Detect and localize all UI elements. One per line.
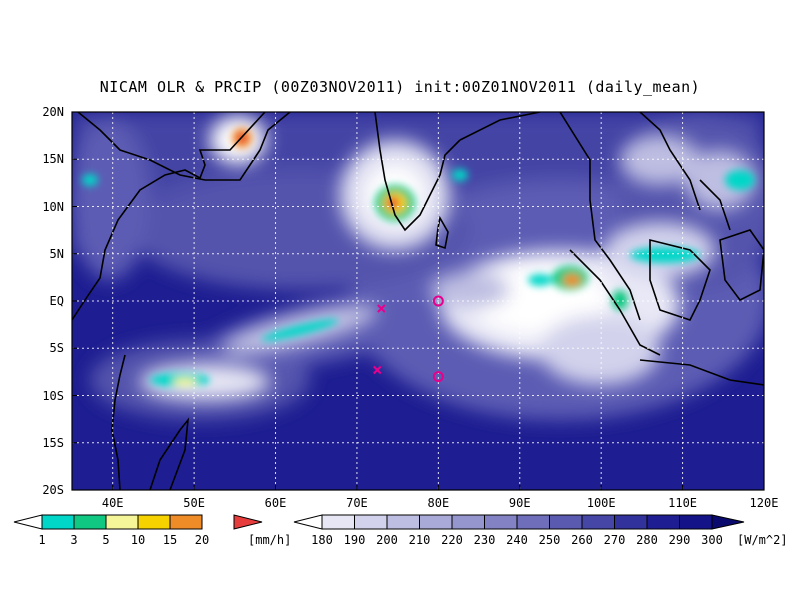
olr-colorbar-box [516, 514, 550, 530]
precip-colorbar-high-arrow [233, 514, 263, 530]
lon-label: 50E [183, 496, 205, 510]
precip-colorbar-label: 20 [194, 533, 210, 547]
olr-colorbar-label: 210 [408, 533, 431, 547]
lat-label: 20S [42, 483, 64, 497]
lon-label: 120E [749, 496, 779, 510]
circle-marker [432, 295, 444, 307]
olr-colorbar-label: 300 [701, 533, 723, 547]
precip-colorbar-label: 1 [38, 533, 46, 547]
lat-label: 10S [42, 388, 64, 403]
precip-colorbar-box [73, 514, 107, 530]
lon-label: 90E [508, 496, 531, 510]
precip-colorbar-box [169, 514, 203, 530]
olr-colorbar-box [549, 514, 583, 530]
lat-label: 15N [42, 152, 64, 167]
olr-colorbar-box [386, 514, 420, 530]
olr-colorbar-box [614, 514, 648, 530]
lat-lon-grid [72, 112, 764, 490]
olr-colorbar-box [646, 514, 680, 530]
olr-colorbar-box [321, 514, 355, 530]
olr-colorbar-box [581, 514, 615, 530]
precip-colorbar-box [105, 514, 139, 530]
lon-label: 110E [668, 496, 698, 510]
precip-colorbar-box [137, 514, 171, 530]
olr-colorbar-box [484, 514, 518, 530]
olr-colorbar-label: 220 [441, 533, 463, 547]
olr-colorbar-label: 190 [343, 533, 366, 547]
lon-label: 80E [427, 496, 450, 510]
olr-colorbar-label: 230 [473, 533, 496, 547]
olr-unit: [W/m^2] [737, 533, 788, 547]
lon-label: 40E [101, 496, 124, 510]
olr-colorbar-label: 290 [668, 533, 691, 547]
precip-colorbar-label: 5 [102, 533, 110, 547]
precip-colorbar-label: 15 [162, 533, 178, 547]
olr-colorbar-low-arrow [293, 514, 323, 530]
olr-colorbar-label: 270 [603, 533, 626, 547]
olr-colorbar-box [354, 514, 388, 530]
precip-colorbar-low-arrow [13, 514, 43, 530]
lon-label: 60E [264, 496, 287, 510]
olr-colorbar-box [679, 514, 713, 530]
olr-colorbar [293, 514, 745, 530]
cross-marker [373, 365, 382, 375]
olr-colorbar-label: 280 [636, 533, 658, 547]
lat-label: 5S [49, 341, 64, 356]
axis-ticks [72, 111, 765, 491]
precip-colorbar-label: 3 [70, 533, 78, 547]
circle-marker [432, 371, 444, 383]
precip-colorbar-label: 10 [130, 533, 146, 547]
precip-colorbar-box [41, 514, 75, 530]
lat-label: 10N [42, 199, 64, 214]
olr-colorbar-label: 250 [538, 533, 561, 547]
coastlines [72, 112, 764, 490]
lat-label: 20N [42, 105, 64, 119]
cross-marker [377, 304, 386, 313]
olr-colorbar-label: 180 [311, 533, 333, 547]
storm-markers [373, 295, 444, 383]
olr-colorbar-high-arrow [711, 514, 745, 530]
lon-label: 100E [586, 496, 616, 510]
lat-label: 15S [42, 435, 64, 450]
olr-colorbar-label: 240 [506, 533, 528, 547]
olr-colorbar-label: 260 [571, 533, 593, 547]
precip-unit: [mm/h] [248, 533, 292, 547]
map-title: NICAM OLR & PRCIP (00Z03NOV2011) init:00… [99, 78, 701, 96]
lat-label: EQ [49, 294, 64, 308]
precip-colorbar [13, 514, 263, 530]
olr-colorbar-label: 200 [376, 533, 398, 547]
olr-colorbar-box [419, 514, 453, 530]
olr-colorbar-box [451, 514, 485, 530]
lon-label: 70E [346, 496, 368, 510]
lat-label: 5N [49, 246, 64, 261]
